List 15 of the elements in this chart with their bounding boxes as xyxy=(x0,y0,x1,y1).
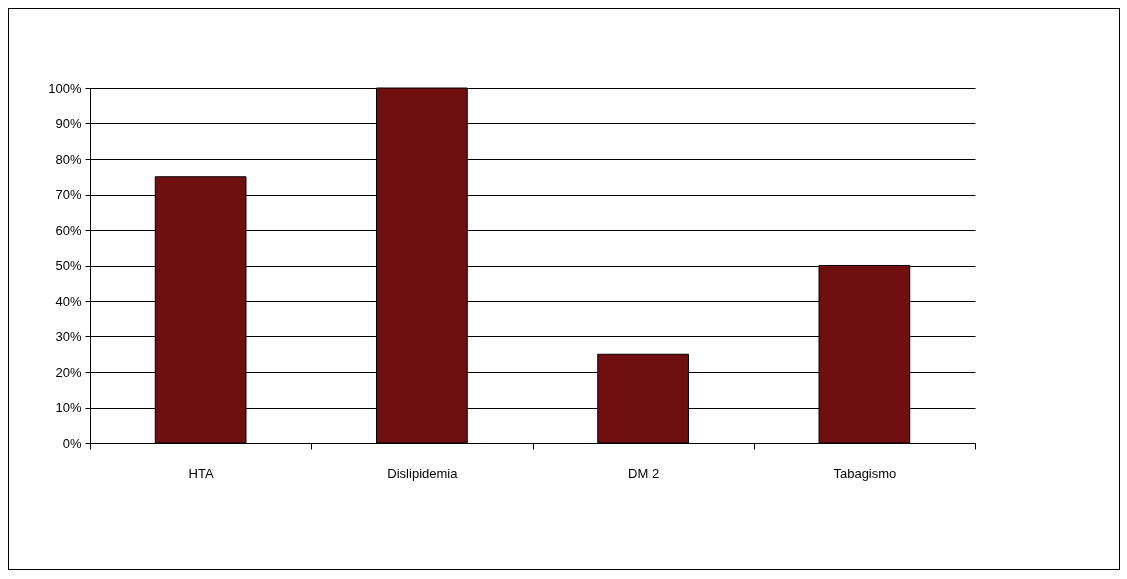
y-tick-label: 30% xyxy=(55,329,82,344)
x-tick-label: Tabagismo xyxy=(833,465,897,481)
y-tick-label: 90% xyxy=(55,116,82,131)
x-tick-label: DM 2 xyxy=(628,465,660,481)
x-tick-label: HTA xyxy=(188,465,214,481)
y-tick-label: 0% xyxy=(62,435,82,451)
y-tick-label: 80% xyxy=(55,151,82,167)
y-tick-label: 100% xyxy=(48,80,82,96)
x-tick-label: Dislipidemia xyxy=(387,465,459,481)
y-tick-label: 60% xyxy=(55,222,82,238)
y-tick-label: 50% xyxy=(55,258,82,273)
y-tick-label: 70% xyxy=(55,187,82,202)
y-tick-label: 40% xyxy=(55,293,82,309)
y-tick-label: 10% xyxy=(55,400,82,415)
y-tick-label: 20% xyxy=(55,364,82,380)
